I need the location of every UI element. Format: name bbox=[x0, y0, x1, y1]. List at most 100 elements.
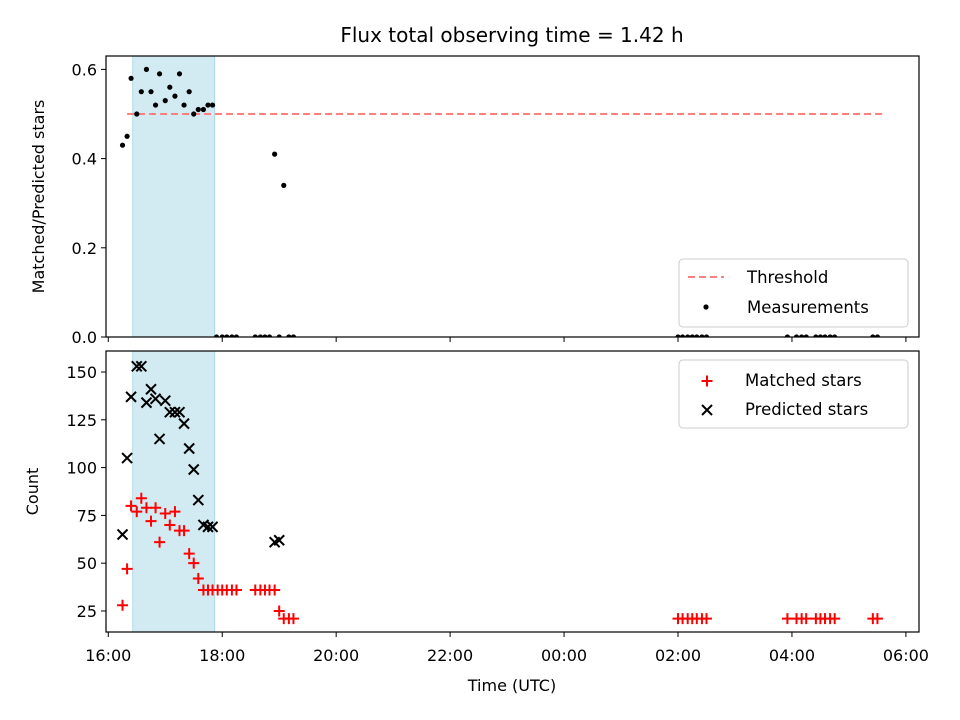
observing-window-span bbox=[132, 350, 216, 633]
measurement-point bbox=[219, 334, 225, 337]
predicted-star-point bbox=[159, 394, 171, 407]
predicted-star-point bbox=[116, 528, 129, 541]
measurement-point bbox=[817, 334, 824, 337]
matched-star-point bbox=[159, 507, 171, 519]
matched-star-point bbox=[700, 613, 712, 625]
x-tick-label: 02:00 bbox=[655, 646, 701, 665]
predicted-star-point bbox=[273, 534, 285, 546]
matched-star-point bbox=[117, 599, 129, 611]
matched-star-point bbox=[125, 500, 137, 512]
measurement-point bbox=[224, 334, 230, 337]
predicted-star-point bbox=[183, 442, 195, 455]
y-tick-label: 100 bbox=[66, 459, 97, 478]
y-tick-label: 0.2 bbox=[72, 239, 97, 258]
predicted-star-point bbox=[206, 521, 219, 533]
measurement-point bbox=[156, 71, 163, 77]
measurement-point bbox=[803, 334, 809, 337]
matched-star-point bbox=[135, 492, 147, 504]
top-panel: 0.0 0.2 0.4 0.6 Matched/Predicted stars Thres… bbox=[29, 55, 920, 347]
axes-frame bbox=[105, 350, 920, 633]
measurement-point bbox=[793, 334, 800, 337]
measurement-point bbox=[186, 89, 192, 95]
measurement-point bbox=[252, 334, 258, 337]
y-axis-label: Matched/Predicted stars bbox=[29, 100, 48, 294]
observing-window-span bbox=[132, 55, 216, 338]
measurement-point bbox=[138, 89, 144, 95]
bottom-panel: 25 50 75 100 125 150 16:00 18:00 20:00 22:00 00:00… bbox=[23, 350, 929, 665]
predicted-star-point bbox=[173, 406, 186, 418]
x-tick-label: 04:00 bbox=[769, 646, 815, 665]
matched-star-point bbox=[829, 613, 841, 625]
predicted-star-point bbox=[188, 463, 200, 476]
predicted-star-point bbox=[169, 406, 181, 418]
measurement-point bbox=[162, 98, 168, 104]
legend-threshold-label: Threshold bbox=[746, 268, 828, 287]
matched-star-point bbox=[230, 584, 242, 596]
legend bbox=[678, 258, 909, 328]
predicted-star-point bbox=[153, 433, 166, 445]
plot-area bbox=[116, 360, 883, 625]
measurement-point bbox=[262, 334, 268, 337]
matched-star-point bbox=[871, 613, 883, 625]
predicted-star-point bbox=[164, 406, 176, 418]
measurement-point bbox=[167, 84, 173, 90]
measurement-point bbox=[276, 334, 282, 337]
measurement-point bbox=[286, 334, 292, 337]
measurement-point bbox=[233, 334, 240, 337]
y-tick-label: 50 bbox=[77, 554, 97, 573]
measurement-point bbox=[703, 334, 710, 337]
legend-matched-swatch bbox=[701, 375, 713, 387]
measurement-point bbox=[827, 334, 833, 337]
measurement-point bbox=[272, 151, 278, 157]
matched-star-point bbox=[169, 506, 181, 518]
measurement-point bbox=[822, 334, 828, 337]
x-axis-label: Time (UTC) bbox=[467, 676, 556, 695]
x-tick-label: 18:00 bbox=[199, 646, 245, 665]
measurement-point bbox=[281, 182, 287, 188]
matched-star-point bbox=[188, 557, 200, 569]
predicted-star-point bbox=[145, 383, 157, 395]
measurement-point bbox=[152, 102, 159, 108]
predicted-star-point bbox=[140, 396, 153, 409]
predicted-star-point bbox=[149, 393, 162, 405]
y-tick-label: 25 bbox=[77, 602, 97, 621]
legend-measurements-swatch bbox=[703, 304, 709, 310]
predicted-star-point bbox=[135, 360, 148, 373]
y-tick-label: 0.4 bbox=[72, 150, 97, 169]
predicted-star-point bbox=[202, 521, 214, 533]
matched-star-point bbox=[273, 605, 285, 617]
matched-star-point bbox=[145, 515, 157, 527]
measurement-point bbox=[229, 334, 235, 337]
matched-star-point bbox=[131, 506, 143, 518]
predicted-star-point bbox=[125, 391, 137, 403]
measurement-point bbox=[813, 334, 819, 337]
measurement-point bbox=[209, 102, 216, 108]
plot-area bbox=[119, 66, 886, 337]
x-tick-label: 16:00 bbox=[85, 646, 131, 665]
measurement-point bbox=[874, 334, 881, 337]
measurement-point bbox=[134, 111, 140, 117]
x-tick-label: 06:00 bbox=[883, 646, 929, 665]
measurement-point bbox=[784, 334, 790, 337]
measurement-point bbox=[257, 334, 263, 337]
matched-star-point bbox=[150, 502, 162, 514]
legend bbox=[678, 359, 909, 429]
matched-star-point bbox=[183, 548, 195, 560]
axes-frame bbox=[105, 55, 920, 338]
y-axis-label: Count bbox=[23, 468, 42, 516]
matched-star-point bbox=[154, 536, 166, 548]
predicted-star-point bbox=[178, 417, 190, 430]
x-tick-label: 22:00 bbox=[427, 646, 473, 665]
matched-star-point bbox=[178, 525, 190, 537]
measurement-point bbox=[675, 334, 681, 337]
y-tick-label: 0.6 bbox=[72, 60, 97, 79]
legend-measurements-label: Measurements bbox=[747, 298, 869, 317]
legend-matched-label: Matched stars bbox=[745, 371, 862, 390]
measurement-point bbox=[181, 102, 187, 108]
y-tick-label: 0.0 bbox=[72, 328, 97, 347]
predicted-star-point bbox=[131, 360, 143, 373]
measurement-point bbox=[124, 133, 130, 139]
x-tick-label: 20:00 bbox=[313, 646, 359, 665]
measurement-point bbox=[870, 334, 876, 337]
matched-star-point bbox=[192, 572, 204, 584]
